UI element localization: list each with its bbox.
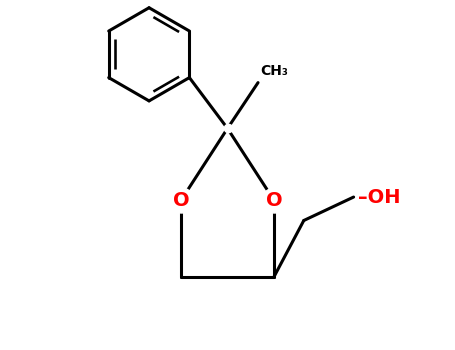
Text: –OH: –OH [358, 188, 400, 206]
Text: O: O [172, 191, 189, 210]
Text: O: O [266, 191, 283, 210]
Text: CH₃: CH₃ [261, 64, 288, 78]
